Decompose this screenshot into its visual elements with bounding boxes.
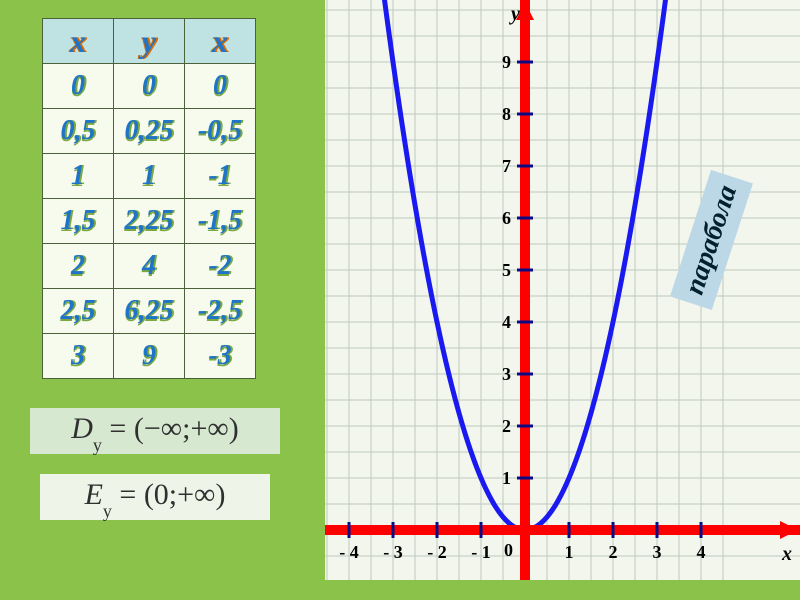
svg-text:9: 9 (502, 52, 511, 72)
table-row: 39-3 (43, 334, 256, 379)
domain-formula: Dy = (−∞;+∞) (30, 408, 280, 454)
table-cell: 0 (185, 64, 256, 109)
table-cell: -1,5 (185, 199, 256, 244)
parabola-chart: - 4 - 3 - 2 - 1 1 2 3 4 1 2 3 4 5 6 7 8 9 0 y x (325, 0, 800, 580)
svg-text:6: 6 (502, 208, 511, 228)
table-cell: 6,25 (114, 289, 185, 334)
svg-text:2: 2 (502, 416, 511, 436)
table-cell: -1 (185, 154, 256, 199)
svg-text:4: 4 (697, 542, 706, 562)
table-cell: 2 (43, 244, 114, 289)
svg-text:7: 7 (502, 156, 511, 176)
table-row: 2,56,25-2,5 (43, 289, 256, 334)
table-body: 0000,50,25-0,511-11,52,25-1,524-22,56,25… (43, 64, 256, 379)
svg-text:- 3: - 3 (383, 542, 403, 562)
table-cell: 2,5 (43, 289, 114, 334)
svg-text:0: 0 (504, 540, 513, 560)
table-cell: 1 (43, 154, 114, 199)
svg-text:3: 3 (653, 542, 662, 562)
table-row: 24-2 (43, 244, 256, 289)
table-cell: 0,5 (43, 109, 114, 154)
values-table: xyx 0000,50,25-0,511-11,52,25-1,524-22,5… (42, 18, 256, 379)
svg-text:x: x (781, 543, 792, 565)
table-cell: 1,5 (43, 199, 114, 244)
table-header-cell: y (114, 19, 185, 64)
table-cell: -2 (185, 244, 256, 289)
table-cell: 0,25 (114, 109, 185, 154)
formula-text: Dy = (−∞;+∞) (71, 412, 239, 450)
table-cell: -0,5 (185, 109, 256, 154)
svg-text:8: 8 (502, 104, 511, 124)
table-cell: -3 (185, 334, 256, 379)
table-header-cell: x (43, 19, 114, 64)
svg-text:1: 1 (565, 542, 574, 562)
table-row: 000 (43, 64, 256, 109)
table-row: 11-1 (43, 154, 256, 199)
table-row: 1,52,25-1,5 (43, 199, 256, 244)
range-formula: Ey = (0;+∞) (40, 474, 270, 520)
table-cell: 0 (114, 64, 185, 109)
svg-text:3: 3 (502, 364, 511, 384)
table-cell: 9 (114, 334, 185, 379)
svg-text:y: y (509, 3, 520, 25)
svg-text:2: 2 (609, 542, 618, 562)
svg-text:5: 5 (502, 260, 511, 280)
table-cell: -2,5 (185, 289, 256, 334)
table-cell: 0 (43, 64, 114, 109)
table-header-cell: x (185, 19, 256, 64)
formula-text: Ey = (0;+∞) (85, 478, 226, 516)
table-row: 0,50,25-0,5 (43, 109, 256, 154)
table-cell: 2,25 (114, 199, 185, 244)
table-cell: 1 (114, 154, 185, 199)
svg-text:4: 4 (502, 312, 511, 332)
svg-text:1: 1 (502, 468, 511, 488)
svg-text:- 1: - 1 (471, 542, 491, 562)
table-cell: 4 (114, 244, 185, 289)
svg-text:- 4: - 4 (339, 542, 359, 562)
svg-text:- 2: - 2 (427, 542, 447, 562)
table-cell: 3 (43, 334, 114, 379)
table-head-row: xyx (43, 19, 256, 64)
